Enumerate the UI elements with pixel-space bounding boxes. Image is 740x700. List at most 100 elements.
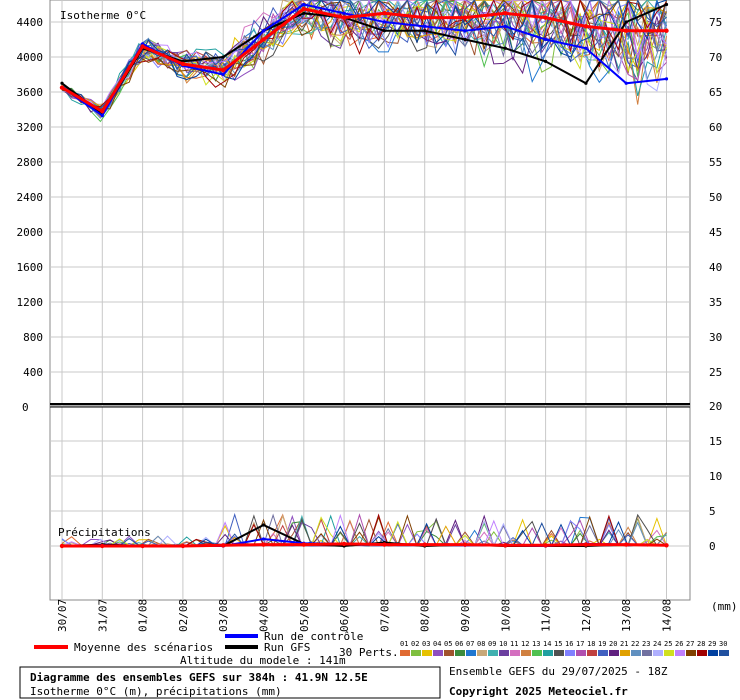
x-tick-label: 11/08 (540, 599, 553, 632)
pert-swatch (411, 650, 421, 656)
isotherm-point (503, 46, 507, 50)
pert-swatch (433, 650, 443, 656)
legend-gfs-label: Run GFS (264, 641, 310, 654)
precip-point (503, 543, 508, 548)
y-tick-left: 3600 (17, 86, 44, 99)
isotherm-point (583, 24, 589, 29)
pert-swatch (455, 650, 465, 656)
isotherm-title: Isotherme 0°C (60, 9, 146, 22)
y-tick-right: 25 (709, 366, 722, 379)
precip-point (180, 543, 186, 549)
y-tick-right: 5 (709, 505, 716, 518)
y-tick-right: 35 (709, 296, 722, 309)
pert-swatch (609, 650, 619, 656)
isotherm-series-0 (61, 7, 667, 114)
pert-id: 15 (554, 640, 562, 648)
x-tick-label: 02/08 (177, 599, 190, 632)
copyright: Copyright 2025 Meteociel.fr (449, 685, 628, 698)
pert-id: 04 (433, 640, 441, 648)
y-tick-right: 50 (709, 191, 722, 204)
y-tick-right: 45 (709, 226, 722, 239)
x-tick-label: 07/08 (378, 599, 391, 632)
pert-id: 02 (411, 640, 419, 648)
isotherm-point (382, 11, 387, 16)
precip-point (664, 543, 669, 548)
pert-id: 11 (510, 640, 518, 648)
pert-swatch (631, 650, 641, 656)
isotherm-point (221, 67, 226, 73)
pert-id: 03 (422, 640, 430, 648)
pert-id: 12 (521, 640, 529, 648)
precip-point (261, 537, 266, 541)
x-tick-label: 05/08 (298, 599, 311, 632)
pert-swatch (532, 650, 542, 656)
pert-swatch (598, 650, 608, 656)
pert-id: 14 (543, 640, 551, 648)
pert-id: 10 (499, 640, 507, 648)
precip-title: Précipitations (58, 526, 151, 539)
precip-point (140, 543, 145, 549)
isotherm-point (664, 2, 669, 7)
isotherm-point (100, 114, 104, 118)
pert-id: 28 (697, 640, 705, 648)
pert-id: 29 (708, 640, 716, 648)
pert-swatch (477, 650, 487, 656)
isotherm-point (422, 15, 427, 20)
precip-point (261, 523, 266, 527)
main-series (59, 2, 669, 549)
isotherm-panel-grid (49, 0, 691, 406)
pert-id: 06 (455, 640, 463, 648)
altitude-label: Altitude du modele : 141m (180, 654, 346, 667)
x-tick-label: 14/08 (661, 599, 674, 632)
pert-id: 16 (565, 640, 573, 648)
isotherm-point (301, 6, 306, 12)
x-tick-label: 06/08 (338, 599, 351, 632)
isotherm-point (221, 72, 225, 77)
y-tick-left: 4400 (17, 16, 44, 29)
precip-point (301, 542, 306, 547)
pert-swatch (554, 650, 564, 656)
pert-swatch (686, 650, 696, 656)
pert-id: 24 (653, 640, 661, 648)
isotherm-point (100, 109, 105, 114)
pert-id: 13 (532, 640, 540, 648)
y-tick-right: 70 (709, 51, 722, 64)
y-tick-left: 2400 (17, 191, 44, 204)
isotherm-point (543, 15, 548, 20)
legend: Moyenne des scénarios Run de contrôle Ru… (34, 630, 729, 659)
pert-swatch (576, 650, 586, 656)
isotherm-point (60, 81, 64, 85)
y-tick-left: 3200 (17, 121, 44, 134)
precip-plot-area (49, 404, 691, 601)
y-tick-right: 75 (709, 16, 722, 29)
pert-id: 27 (686, 640, 694, 648)
pert-id: 17 (576, 640, 584, 648)
precip-point (543, 543, 548, 548)
pert-legend: 01 02 03 04 05 06 07 08 09 10 11 12 13 14 15 16 17 18 19 20… (400, 640, 729, 656)
x-tick-label: 09/08 (459, 599, 472, 632)
x-tick-label: 13/08 (620, 599, 633, 632)
y-tick-right: 65 (709, 86, 722, 99)
info-box (19, 666, 441, 699)
pert-swatch (587, 650, 597, 656)
precip-point (59, 543, 65, 549)
isotherm-point (544, 37, 548, 42)
isotherm-point (664, 28, 669, 33)
y-tick-right: 40 (709, 261, 722, 274)
pert-swatch (422, 650, 432, 656)
legend-mean-label: Moyenne des scénarios (74, 641, 213, 654)
isotherm-point (462, 15, 468, 20)
pert-swatch (620, 650, 630, 656)
isotherm-point (302, 2, 306, 7)
y-tick-left: 800 (23, 331, 43, 344)
member-line-22 (61, 0, 667, 119)
y-tick-right: 20 (709, 400, 722, 413)
x-tick-label: 03/08 (217, 599, 230, 632)
pert-swatch (488, 650, 498, 656)
pert-id: 22 (631, 640, 639, 648)
x-tick-label: 31/07 (96, 599, 109, 632)
precip-point (261, 542, 266, 547)
isotherm-point (624, 81, 628, 85)
diagram-title: Diagramme des ensembles GEFS sur 384h : … (30, 671, 368, 684)
